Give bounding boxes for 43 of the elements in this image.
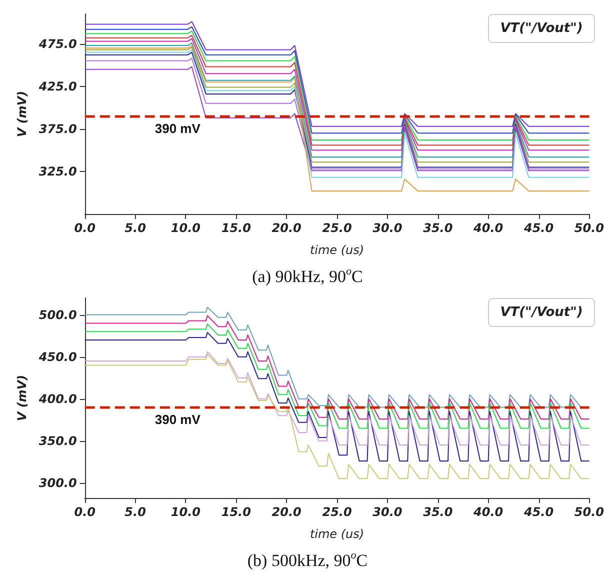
- line-series: [84, 332, 590, 462]
- x-tick-label: 35.0: [423, 505, 453, 519]
- x-tick-label: 15.0: [221, 221, 251, 235]
- x-tick-label: 45.0: [522, 221, 554, 235]
- annotation: VT("/Vout"): [500, 21, 583, 36]
- x-axis-title: time (us): [310, 243, 364, 257]
- y-tick-label: 500.0: [38, 308, 77, 322]
- x-tick-label: 10.0: [170, 505, 201, 519]
- y-tick-label: 450.0: [38, 350, 77, 364]
- x-tick-label: 20.0: [272, 505, 302, 519]
- x-axis-title: time (us): [310, 527, 364, 541]
- x-tick-label: 0.0: [74, 505, 96, 519]
- line-series: [84, 354, 590, 480]
- y-tick-label: 350.0: [38, 434, 77, 448]
- x-tick-label: 10.0: [170, 221, 201, 235]
- x-tick-label: 5.0: [124, 221, 146, 235]
- x-tick-label: 45.0: [522, 505, 554, 519]
- x-tick-label: 30.0: [372, 221, 402, 235]
- y-tick-label: 300.0: [38, 476, 77, 490]
- y-tick-label: 425.0: [38, 79, 77, 94]
- x-tick-label: 20.0: [272, 221, 302, 235]
- x-tick-label: 50.0: [574, 505, 604, 519]
- y-axis-title: V (mV): [15, 90, 29, 138]
- x-tick-label: 15.0: [221, 505, 251, 519]
- ref-line-label: 390 mV: [154, 412, 201, 428]
- y-tick-label: 475.0: [38, 36, 77, 51]
- x-tick-label: 25.0: [322, 221, 352, 235]
- x-tick-label: 35.0: [423, 221, 453, 235]
- x-tick-label: 30.0: [372, 505, 402, 519]
- line-series: [84, 351, 590, 446]
- y-axis-title: V (mV): [15, 374, 29, 422]
- x-tick-label: 50.0: [574, 221, 604, 235]
- x-tick-label: 0.0: [74, 221, 96, 235]
- annotation: VT("/Vout"): [500, 305, 583, 320]
- y-tick-label: 375.0: [38, 122, 77, 136]
- x-tick-label: 5.0: [124, 505, 146, 519]
- ref-line-label: 390 mV: [154, 121, 201, 136]
- x-tick-label: 40.0: [472, 505, 504, 519]
- y-tick-label: 325.0: [38, 164, 77, 178]
- x-tick-label: 25.0: [322, 505, 352, 519]
- y-tick-label: 400.0: [38, 392, 77, 406]
- line-series: [84, 324, 590, 429]
- x-tick-label: 40.0: [472, 221, 504, 235]
